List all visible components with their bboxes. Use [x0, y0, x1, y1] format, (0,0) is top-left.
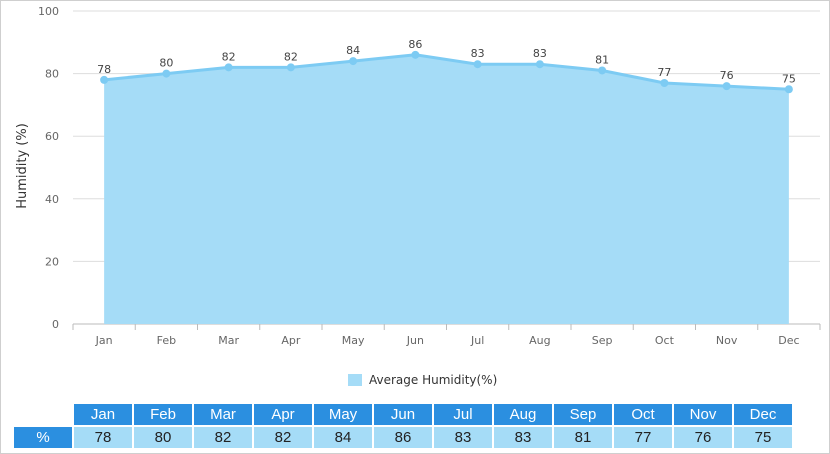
data-point[interactable]	[660, 78, 669, 87]
legend-swatch	[348, 374, 362, 386]
x-tick-label: Oct	[655, 334, 675, 347]
data-point[interactable]	[286, 63, 295, 72]
table-month-header: Feb	[134, 404, 192, 425]
table-month-header: Sep	[554, 404, 612, 425]
data-label: 77	[657, 66, 671, 79]
area-fill	[104, 54, 789, 324]
table-month-header: Nov	[674, 404, 732, 425]
table-value-cell: 83	[494, 427, 552, 448]
table-value-cell: 84	[314, 427, 372, 448]
legend[interactable]: Average Humidity(%)	[348, 373, 497, 387]
data-label: 80	[159, 57, 173, 70]
table-month-header: Oct	[614, 404, 672, 425]
data-point[interactable]	[722, 82, 731, 91]
table-month-header: Jun	[374, 404, 432, 425]
y-tick-label: 40	[45, 193, 59, 206]
data-point[interactable]	[349, 57, 358, 66]
series-line	[103, 53, 789, 91]
data-point[interactable]	[162, 69, 171, 78]
x-tick-label: Sep	[592, 334, 613, 347]
data-label: 83	[471, 47, 485, 60]
data-point[interactable]	[598, 66, 607, 75]
table-value-cell: 82	[254, 427, 312, 448]
x-tick-label: Feb	[157, 334, 176, 347]
data-point[interactable]	[411, 50, 420, 59]
table-value-cell: 81	[554, 427, 612, 448]
table-row-label: %	[14, 427, 72, 448]
table-month-header: Jul	[434, 404, 492, 425]
data-table: Jan Feb Mar Apr May Jun Jul Aug Sep Oct Nov Dec % 7…	[12, 402, 794, 450]
table-month-header: Mar	[194, 404, 252, 425]
table-value-cell: 80	[134, 427, 192, 448]
y-axis-label: Humidity (%)	[15, 123, 30, 209]
data-labels: 78 80 82 82 84 86 83 83 81 77 76 75	[97, 38, 796, 85]
data-point[interactable]	[784, 85, 793, 94]
data-point[interactable]	[100, 75, 109, 84]
y-tick-label: 0	[52, 318, 59, 331]
table-value-cell: 86	[374, 427, 432, 448]
data-label: 83	[533, 47, 547, 60]
data-points	[100, 50, 793, 94]
data-label: 75	[782, 72, 796, 85]
y-tick-label: 20	[45, 255, 59, 268]
data-label: 82	[284, 50, 298, 63]
data-label: 76	[720, 69, 734, 82]
y-tick-label: 80	[45, 68, 59, 81]
x-tick-label: May	[342, 334, 365, 347]
table-value-cell: 76	[674, 427, 732, 448]
legend-label: Average Humidity(%)	[369, 373, 497, 387]
table-value-cell: 77	[614, 427, 672, 448]
table-value-cell: 78	[74, 427, 132, 448]
x-tick-labels: Jan Feb Mar Apr May Jun Jul Aug Sep Oct Nov Dec	[72, 324, 821, 347]
y-tick-labels: 0 20 40 60 80 100	[38, 5, 59, 331]
x-tick-label: Mar	[218, 334, 239, 347]
x-tick-label: Aug	[529, 334, 550, 347]
table-month-header: Aug	[494, 404, 552, 425]
x-tick-label: Jun	[406, 334, 424, 347]
table-month-header: Jan	[74, 404, 132, 425]
x-tick-label: Jul	[470, 334, 484, 347]
data-point[interactable]	[224, 63, 233, 72]
table-value-cell: 82	[194, 427, 252, 448]
table-corner	[14, 404, 72, 425]
y-tick-label: 100	[38, 5, 59, 18]
table-header-row: Jan Feb Mar Apr May Jun Jul Aug Sep Oct Nov Dec	[14, 404, 792, 425]
table-month-header: Apr	[254, 404, 312, 425]
data-label: 86	[408, 38, 422, 51]
table-value-cell: 83	[434, 427, 492, 448]
area-layer	[103, 53, 789, 324]
table-month-header: May	[314, 404, 372, 425]
data-label: 81	[595, 53, 609, 66]
data-label: 78	[97, 63, 111, 76]
data-point[interactable]	[473, 60, 482, 69]
table-value-cell: 75	[734, 427, 792, 448]
x-tick-label: Jan	[95, 334, 113, 347]
data-label: 84	[346, 44, 360, 57]
humidity-chart: 0 20 40 60 80 100 Jan Feb Mar Apr May Jun Jul Aug Sep…	[15, 5, 821, 387]
data-label: 82	[222, 50, 236, 63]
data-point[interactable]	[535, 60, 544, 69]
x-tick-label: Apr	[281, 334, 301, 347]
x-tick-label: Nov	[716, 334, 738, 347]
table-month-header: Dec	[734, 404, 792, 425]
table-value-row: % 78 80 82 82 84 86 83 83 81 77 76 75	[14, 427, 792, 448]
x-tick-label: Dec	[778, 334, 799, 347]
y-tick-label: 60	[45, 130, 59, 143]
